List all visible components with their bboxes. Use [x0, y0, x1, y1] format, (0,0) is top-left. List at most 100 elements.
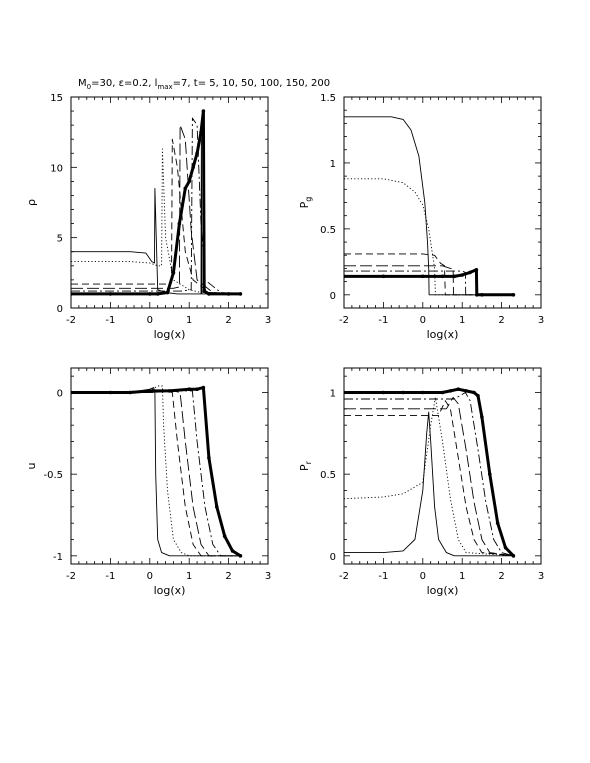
data-point: [71, 292, 73, 296]
y-tick-label: 15: [50, 93, 63, 104]
x-tick-label: 2: [498, 571, 504, 582]
data-point: [440, 390, 445, 395]
y-tick-label: 0: [57, 389, 63, 400]
series-group: [344, 116, 516, 297]
data-point: [344, 274, 346, 279]
data-point: [495, 521, 500, 525]
data-point: [155, 292, 160, 296]
series-line-dashdot: [344, 392, 514, 557]
series-line-dashed: [71, 390, 241, 557]
y-tick-label: 1: [330, 159, 336, 170]
x-tick-label: -1: [378, 315, 388, 326]
series-line-longdash: [344, 265, 514, 296]
plot-frame: [70, 96, 269, 309]
data-point: [476, 393, 480, 398]
x-tick-label: -2: [339, 571, 349, 582]
series-line-dashed: [71, 138, 241, 295]
data-point: [421, 390, 425, 395]
data-point: [511, 554, 516, 558]
x-tick-label: -1: [105, 571, 115, 582]
y-tick-label: 10: [50, 163, 63, 174]
data-point: [148, 292, 152, 296]
x-tick-label: 1: [459, 315, 465, 326]
y-axis-label: Pr: [298, 460, 313, 471]
plot-frame: [70, 367, 269, 565]
figure-title: M0=30, ε=0.2, lmax=7, t= 5, 10, 50, 100,…: [78, 78, 331, 91]
series-line-dotted: [71, 385, 241, 557]
data-point: [199, 130, 203, 134]
data-point: [207, 292, 211, 296]
x-axis-label: log(x): [427, 584, 459, 597]
data-point: [148, 389, 152, 393]
data-point: [165, 290, 170, 295]
data-point: [344, 390, 346, 395]
data-point: [167, 389, 172, 393]
series-line-solid: [344, 116, 514, 296]
series-line-dotted: [344, 396, 514, 557]
x-tick-label: 0: [420, 315, 426, 326]
x-axis-label: log(x): [154, 328, 186, 341]
data-point: [108, 292, 113, 296]
data-point: [474, 293, 479, 297]
x-tick-label: 1: [186, 315, 192, 326]
data-point: [183, 186, 188, 191]
plot-frame: [343, 367, 542, 565]
series-group: [71, 385, 243, 558]
series-group: [344, 387, 516, 558]
data-point: [464, 389, 468, 393]
data-point: [480, 415, 484, 419]
y-tick-label: 0: [330, 552, 336, 563]
x-tick-label: 1: [186, 571, 192, 582]
data-point: [222, 534, 227, 539]
data-point: [187, 179, 191, 184]
y-axis-label: Pg: [298, 197, 313, 209]
data-point: [238, 292, 243, 296]
x-axis-label: log(x): [427, 328, 459, 341]
data-point: [421, 274, 425, 279]
x-tick-label: 3: [538, 315, 544, 326]
data-point: [201, 109, 206, 113]
data-point: [71, 390, 73, 395]
chart-rho: -2 -1 0 1 2 3 0 5 10 15 log(x) ρ: [25, 93, 271, 341]
chart-pg: -2 -1 0 1 2 3 0 0.5 1 1.5 log(x) Pg: [298, 93, 544, 341]
data-point: [171, 271, 176, 275]
data-point: [201, 385, 206, 390]
series-line-solid: [71, 387, 241, 557]
x-tick-label: 1: [459, 571, 465, 582]
data-point: [474, 267, 479, 272]
data-point: [401, 390, 405, 395]
y-tick-label: 1: [330, 389, 336, 400]
x-tick-label: -2: [66, 571, 76, 582]
data-point: [487, 472, 492, 476]
series-line-dotted: [344, 178, 514, 296]
data-point: [214, 505, 219, 509]
series-group: [71, 109, 243, 296]
data-point: [202, 289, 206, 293]
data-point: [440, 274, 445, 279]
series-line-dashed: [344, 253, 514, 296]
data-point: [230, 549, 235, 553]
y-tick-label: -1: [53, 552, 63, 563]
data-point: [108, 390, 113, 395]
x-tick-label: 0: [420, 571, 426, 582]
x-tick-label: -1: [378, 571, 388, 582]
y-tick-label: 0: [330, 291, 336, 302]
y-tick-label: 0: [57, 304, 63, 315]
data-point: [207, 456, 211, 460]
x-tick-label: 0: [147, 571, 153, 582]
x-axis-label: log(x): [154, 584, 186, 597]
data-point: [187, 387, 191, 392]
y-axis-label: u: [25, 463, 38, 470]
x-tick-label: -1: [105, 315, 115, 326]
series-line-dashdot: [71, 117, 241, 295]
data-point: [195, 387, 199, 392]
x-tick-label: 3: [265, 315, 271, 326]
y-tick-label: 5: [57, 234, 63, 245]
y-tick-label: 1.5: [320, 93, 336, 104]
series-line-dashed: [344, 400, 514, 557]
series-line-longdash: [344, 396, 514, 557]
x-tick-label: 3: [265, 571, 271, 582]
